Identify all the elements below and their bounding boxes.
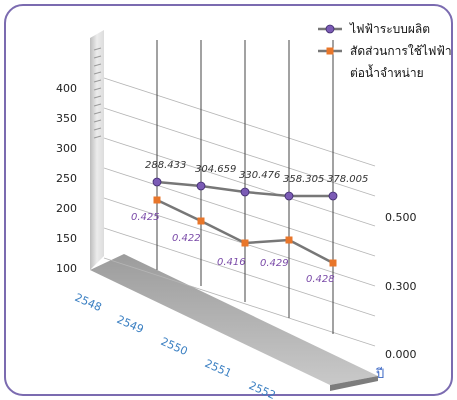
right-tick-label: 0.500 <box>385 211 417 224</box>
wall-notch <box>93 119 102 123</box>
wall-notch <box>93 103 102 107</box>
data-label-ratio: 0.425 <box>131 212 160 223</box>
right-tick-label: 0.300 <box>385 280 417 293</box>
x-unit-label: ปี <box>375 366 384 382</box>
gridline <box>103 107 376 197</box>
data-label-ratio: 0.422 <box>172 233 201 244</box>
left-tick-label: 200 <box>56 202 77 215</box>
left-tick-label: 150 <box>56 232 77 245</box>
wall-notch <box>93 95 102 99</box>
left-tick-label: 100 <box>56 262 77 275</box>
right-tick-label: 0.000 <box>385 348 417 361</box>
chart-floor <box>90 254 378 385</box>
wall-notch <box>93 47 102 51</box>
data-point-ratio <box>153 196 161 204</box>
left-tick-label: 300 <box>56 142 77 155</box>
data-point-ratio <box>329 259 337 267</box>
legend-marker-power <box>325 24 335 34</box>
wall-notch <box>93 111 102 115</box>
left-tick-label: 250 <box>56 172 77 185</box>
data-label-power: 288.433 <box>145 160 186 171</box>
legend-label-power: ไฟฟ้าระบบผลิต <box>349 22 430 36</box>
gridline <box>103 257 376 347</box>
wall-notch <box>93 63 102 67</box>
legend-label-ratio-line2: ต่อน้ำจำหน่าย <box>350 64 424 80</box>
chart-back-wall <box>90 30 104 270</box>
data-label-power: 358.305 <box>283 174 324 185</box>
gridline <box>103 197 376 287</box>
chart-frame <box>4 4 453 396</box>
data-point-ratio <box>197 217 205 225</box>
data-label-power: 330.476 <box>239 170 280 181</box>
data-point-ratio <box>241 239 249 247</box>
data-label-power: 304.659 <box>195 164 236 175</box>
left-tick-label: 350 <box>56 112 77 125</box>
data-point-power <box>196 181 206 191</box>
wall-notch <box>93 79 102 83</box>
gridline <box>103 167 376 257</box>
data-label-ratio: 0.428 <box>306 274 335 285</box>
gridline <box>103 77 376 167</box>
legend-marker-ratio <box>326 47 334 55</box>
data-point-power <box>240 187 250 197</box>
wall-notch <box>93 87 102 91</box>
data-point-power <box>284 191 294 201</box>
data-point-ratio <box>285 236 293 244</box>
wall-notch <box>93 127 102 131</box>
legend-label-ratio-line1: สัดส่วนการใช้ไฟฟ้า <box>350 44 452 58</box>
data-label-power: 378.005 <box>327 174 368 185</box>
gridline <box>103 227 376 317</box>
wall-notch <box>93 55 102 59</box>
wall-notch <box>93 135 102 139</box>
data-point-power <box>152 177 162 187</box>
data-point-power <box>328 191 338 201</box>
data-label-ratio: 0.416 <box>217 257 246 268</box>
left-tick-label: 400 <box>56 82 77 95</box>
chart-floor-edge <box>330 376 378 391</box>
data-label-ratio: 0.429 <box>260 258 289 269</box>
wall-notch <box>93 71 102 75</box>
gridline <box>103 137 376 227</box>
